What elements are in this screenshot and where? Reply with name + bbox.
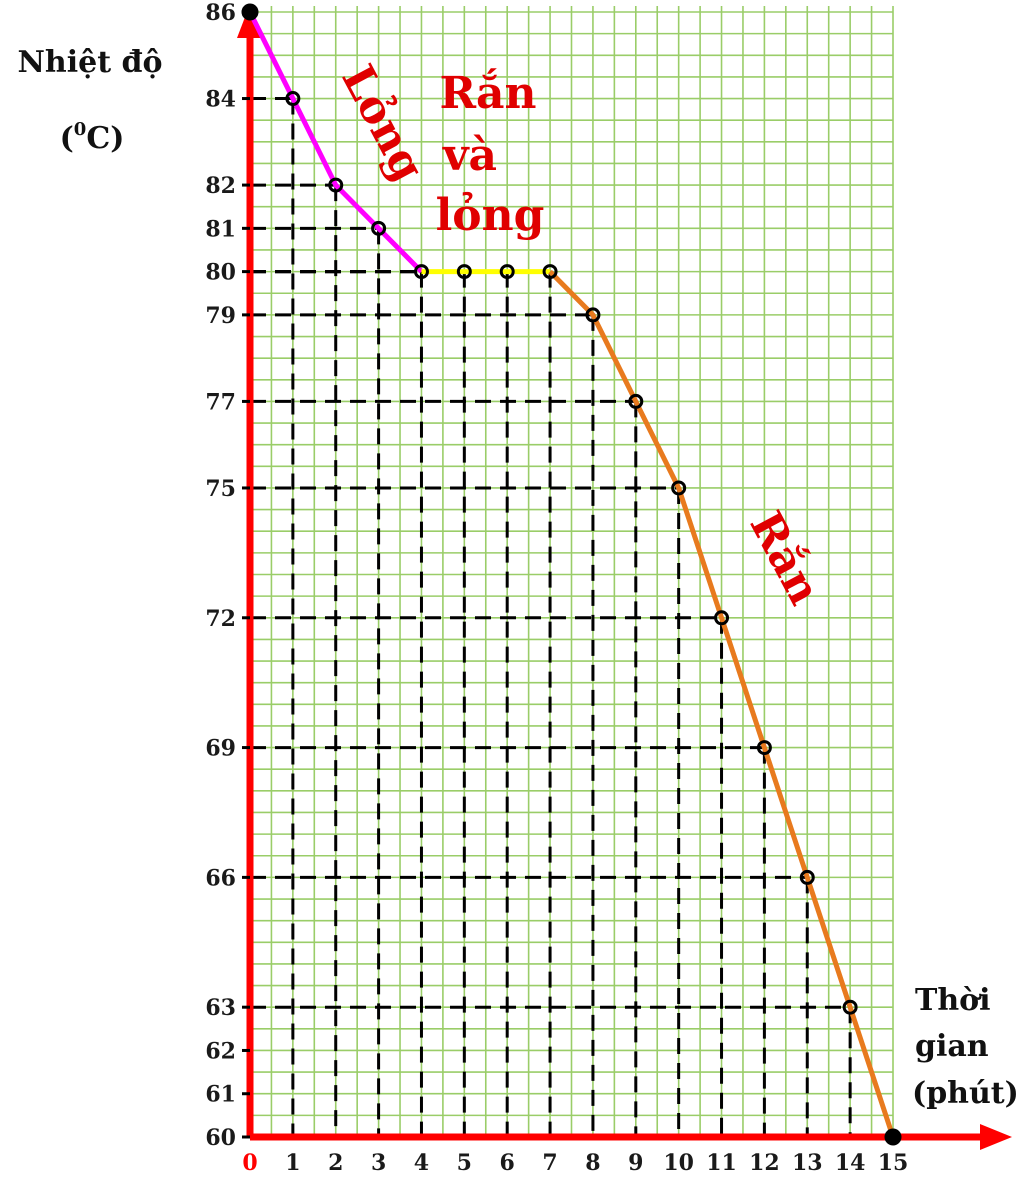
phase-label-mixed-line-1: Rắn (439, 67, 536, 119)
data-point (585, 307, 601, 323)
x-tick-label: 4 (414, 1150, 429, 1176)
data-point (799, 869, 815, 885)
x-tick-label: 11 (706, 1150, 737, 1176)
y-tick-label: 60 (205, 1125, 236, 1151)
x-tick-label: 7 (542, 1150, 557, 1176)
axes (237, 4, 1012, 1150)
data-point (842, 999, 858, 1015)
y-axis-title: Nhiệt độ (17, 45, 162, 80)
series-line-3 (548, 269, 896, 1138)
y-axis-unit: (0C) (60, 119, 125, 156)
data-point (328, 177, 344, 193)
x-tick-label: 8 (585, 1150, 600, 1176)
x-tick-label: 2 (328, 1150, 343, 1176)
y-tick-label: 81 (205, 216, 236, 242)
y-tick-label: 86 (205, 0, 236, 26)
y-tick-label: 61 (205, 1082, 236, 1108)
phase-label-mixed-line-3: lỏng (436, 190, 545, 241)
y-tick-label: 62 (205, 1038, 236, 1064)
x-tick-label: 15 (878, 1150, 909, 1176)
data-point (671, 480, 687, 496)
data-point (542, 264, 558, 280)
x-tick-label: 5 (457, 1150, 472, 1176)
x-tick-label: 12 (749, 1150, 780, 1176)
y-tick-label: 66 (205, 865, 236, 891)
series-line-1 (247, 10, 424, 274)
y-tick-label: 84 (205, 87, 236, 113)
guide-lines (250, 97, 852, 1137)
y-tick-label: 69 (205, 736, 236, 762)
x-axis-title-line-1: Thời (915, 983, 991, 1018)
x-tick-label: 10 (663, 1150, 694, 1176)
y-tick-label: 75 (205, 476, 236, 502)
x-tick-label: 14 (835, 1150, 866, 1176)
x-tick-label: 3 (371, 1150, 386, 1176)
data-point (285, 91, 301, 107)
y-tick-label: 63 (205, 995, 236, 1021)
y-tick-label: 82 (205, 173, 236, 199)
y-tick-label: 79 (205, 303, 236, 329)
data-point (756, 740, 772, 756)
data-point (714, 610, 730, 626)
data-point (371, 220, 387, 236)
x-tick-label: 0 (242, 1150, 257, 1176)
x-tick-label: 13 (792, 1150, 823, 1176)
data-point (884, 1128, 902, 1146)
y-tick-label: 72 (205, 606, 236, 632)
x-tick-label: 6 (500, 1150, 515, 1176)
data-point (241, 3, 259, 21)
data-point (456, 264, 472, 280)
x-tick-label: 1 (285, 1150, 300, 1176)
data-point (413, 264, 429, 280)
y-axis-unit-superscript: 0 (74, 119, 87, 140)
y-tick-label: 80 (205, 260, 236, 286)
series-lines (247, 10, 896, 1138)
phase-label-mixed-line-2: và (442, 130, 497, 181)
x-tick-label: 9 (628, 1150, 643, 1176)
y-tick-label: 77 (205, 389, 236, 415)
x-axis-arrow (980, 1124, 1012, 1150)
data-points (241, 3, 902, 1146)
data-point (628, 393, 644, 409)
x-axis-title-line-2: gian (915, 1029, 989, 1064)
data-point (499, 264, 515, 280)
x-axis-title-line-3: (phút) (912, 1076, 1019, 1111)
y-axis-unit-letter: C (86, 121, 110, 156)
